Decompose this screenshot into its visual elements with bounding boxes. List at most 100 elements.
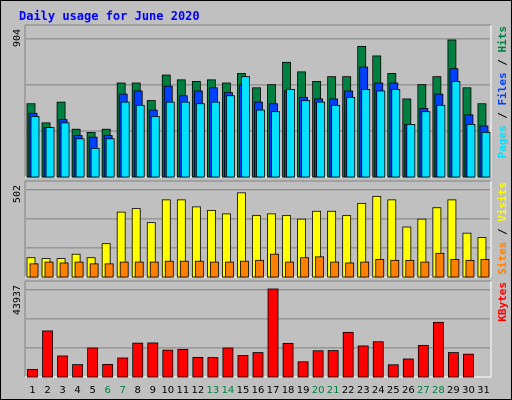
bar-kbytes-day-26 — [402, 358, 414, 378]
bar-kbytes-day-19 — [297, 361, 309, 378]
x-tick-label-day-2: 2 — [44, 385, 50, 396]
bar-sites-day-17 — [270, 253, 279, 278]
bar-sites-day-27 — [420, 261, 430, 278]
x-tick-label-day-31: 31 — [477, 385, 490, 396]
x-tick-label-day-22: 22 — [342, 385, 355, 396]
bar-kbytes-day-30 — [463, 353, 474, 378]
x-tick-label-day-1: 1 — [29, 385, 35, 396]
bar-pages-day-26 — [406, 124, 416, 178]
bar-pages-day-22 — [346, 96, 356, 178]
bar-kbytes-day-28 — [432, 321, 444, 378]
bar-kbytes-day-17 — [267, 288, 279, 378]
bar-kbytes-day-11 — [177, 348, 189, 378]
top-ymax-label: 904 — [12, 29, 23, 47]
x-tick-label-day-17: 17 — [267, 385, 280, 396]
x-tick-label-day-21: 21 — [327, 385, 340, 396]
bar-kbytes-day-16 — [252, 352, 264, 378]
bar-pages-day-13 — [210, 101, 220, 178]
x-tick-label-day-4: 4 — [74, 385, 80, 396]
bar-kbytes-day-27 — [417, 344, 429, 378]
bar-sites-day-18 — [285, 261, 294, 278]
bar-pages-day-10 — [165, 101, 175, 178]
bar-kbytes-day-6 — [102, 363, 114, 378]
bar-pages-day-23 — [361, 88, 371, 178]
bar-kbytes-day-21 — [327, 350, 339, 378]
bar-kbytes-day-8 — [132, 342, 144, 378]
bar-pages-day-25 — [391, 88, 401, 178]
bar-sites-day-28 — [435, 252, 445, 278]
bar-pages-day-28 — [436, 104, 446, 178]
bar-sites-day-30 — [465, 259, 475, 278]
bar-kbytes-day-1 — [27, 368, 38, 378]
bar-kbytes-day-12 — [192, 356, 204, 378]
bar-pages-day-15 — [241, 76, 250, 178]
bar-pages-day-6 — [105, 138, 115, 178]
bar-pages-day-31 — [481, 131, 491, 178]
bar-sites-day-19 — [300, 257, 309, 278]
bar-sites-day-16 — [255, 259, 264, 278]
bar-kbytes-day-13 — [207, 357, 219, 378]
bar-kbytes-day-29 — [448, 352, 459, 378]
bar-kbytes-day-25 — [387, 364, 399, 378]
bar-kbytes-day-2 — [42, 330, 53, 378]
bar-sites-day-20 — [315, 256, 325, 278]
bar-sites-day-31 — [480, 259, 490, 278]
bar-sites-day-10 — [164, 260, 174, 278]
x-tick-label-day-19: 19 — [297, 385, 310, 396]
middle-ymax-label: 502 — [12, 185, 23, 203]
x-tick-label-day-16: 16 — [252, 385, 265, 396]
bar-sites-day-8 — [134, 261, 144, 278]
bar-pages-day-7 — [120, 101, 130, 178]
bar-kbytes-day-23 — [357, 345, 369, 378]
bar-pages-day-16 — [256, 109, 265, 178]
x-tick-label-day-26: 26 — [402, 385, 415, 396]
bar-kbytes-day-20 — [312, 350, 324, 378]
x-tick-label-day-18: 18 — [282, 385, 295, 396]
legend-files: Files — [496, 72, 509, 105]
bar-kbytes-day-10 — [162, 349, 174, 378]
bar-kbytes-day-24 — [372, 341, 384, 378]
bar-sites-day-2 — [44, 261, 54, 278]
bar-sites-day-5 — [89, 263, 99, 278]
bar-sites-day-4 — [74, 261, 84, 278]
bar-kbytes-day-9 — [147, 342, 159, 378]
bar-sites-day-21 — [330, 261, 340, 278]
x-tick-label-day-7: 7 — [120, 385, 126, 396]
bar-sites-day-23 — [360, 261, 370, 278]
legend-pages: Pages — [496, 125, 509, 158]
bar-pages-day-14 — [226, 95, 235, 178]
bar-pages-day-2 — [45, 127, 55, 178]
x-tick-label-day-14: 14 — [222, 385, 235, 396]
bar-sites-day-9 — [149, 261, 159, 278]
bar-kbytes-day-18 — [282, 342, 294, 378]
bar-pages-day-12 — [195, 103, 205, 178]
legend-sep: / — [496, 53, 509, 73]
x-tick-label-day-30: 30 — [462, 385, 475, 396]
bar-kbytes-day-3 — [57, 355, 68, 378]
bar-sites-day-6 — [104, 263, 114, 278]
bar-sites-day-12 — [194, 260, 204, 278]
bar-sites-day-25 — [390, 259, 400, 278]
bar-sites-day-11 — [179, 260, 189, 278]
bar-sites-day-1 — [29, 263, 39, 278]
legend-kbytes: KBytes — [496, 282, 509, 322]
bar-pages-day-1 — [30, 116, 40, 178]
bar-sites-day-24 — [375, 259, 385, 278]
bar-sites-day-13 — [209, 261, 219, 278]
x-tick-label-day-6: 6 — [104, 385, 110, 396]
bar-pages-day-24 — [376, 90, 386, 178]
bar-pages-day-18 — [286, 88, 295, 178]
bar-pages-day-8 — [135, 104, 145, 178]
bar-kbytes-day-7 — [117, 357, 129, 378]
x-tick-label-day-29: 29 — [447, 385, 460, 396]
chart-title: Daily usage for June 2020 — [19, 9, 200, 23]
legend-sep: / — [496, 106, 509, 126]
x-tick-label-day-11: 11 — [176, 385, 189, 396]
bar-pages-day-29 — [451, 81, 461, 178]
x-tick-label-day-9: 9 — [150, 385, 156, 396]
x-tick-label-day-23: 23 — [357, 385, 370, 396]
x-tick-label-day-27: 27 — [417, 385, 430, 396]
bar-pages-day-3 — [60, 122, 70, 178]
x-tick-label-day-15: 15 — [237, 385, 250, 396]
